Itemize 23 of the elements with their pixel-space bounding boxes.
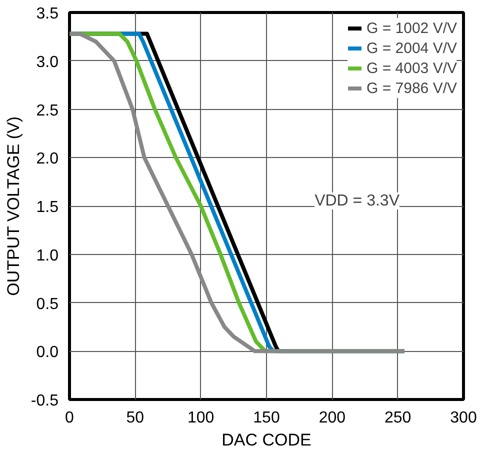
x-tick-label: 50	[126, 410, 144, 426]
legend-label: G = 2004 V/V	[366, 40, 457, 56]
legend-label: G = 7986 V/V	[366, 80, 457, 96]
annotation: VDD = 3.3V	[314, 192, 400, 210]
x-tick-label: 100	[187, 410, 214, 426]
legend-label: G = 4003 V/V	[366, 60, 457, 76]
x-tick-label: 250	[384, 410, 412, 426]
legend-label: G = 1002 V/V	[366, 20, 457, 36]
y-tick-label: 0.0	[36, 344, 59, 362]
x-tick-label: 150	[253, 410, 280, 426]
y-tick-label: 0.5	[36, 296, 59, 313]
y-tick-label: 3.5	[36, 6, 59, 22]
x-tick-label: 0	[65, 410, 74, 426]
y-tick-label: 1.0	[36, 247, 59, 264]
y-tick-label: 2.0	[36, 150, 59, 168]
y-axis-title: OUTPUT VOLTAGE (V)	[4, 116, 23, 296]
x-axis-title: DAC CODE	[222, 430, 312, 450]
y-tick-label: 2.5	[36, 102, 59, 120]
x-tick-label: 300	[450, 410, 477, 426]
y-tick-label: -0.5	[30, 392, 59, 410]
y-tick-label: 1.5	[36, 199, 59, 216]
y-tick-label: 3.0	[36, 54, 59, 71]
x-tick-label: 200	[318, 410, 346, 426]
